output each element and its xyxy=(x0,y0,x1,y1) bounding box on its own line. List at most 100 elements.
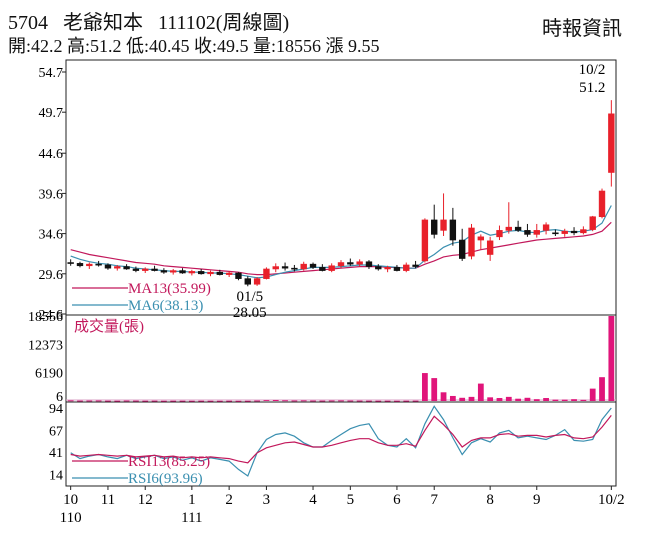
volume-tick-label: 12373 xyxy=(28,338,63,353)
candle-body xyxy=(384,267,391,270)
volume-bar xyxy=(608,316,615,401)
candle-body xyxy=(477,236,485,241)
candle-body xyxy=(542,224,550,231)
volume-title: 成交量(張) xyxy=(74,317,144,335)
stock-name: 老爺知本 xyxy=(63,12,143,34)
volume-bar xyxy=(347,400,354,402)
volume-bar xyxy=(86,400,93,402)
volume-bar xyxy=(188,400,195,402)
volume-bar xyxy=(216,400,223,402)
x-tick-label: 9 xyxy=(533,492,541,508)
candle-body xyxy=(76,263,84,267)
rsi-tick-label: 14 xyxy=(49,468,63,483)
x-tick-label: 5 xyxy=(347,492,355,508)
candle-body xyxy=(132,268,140,271)
x-tick-label: 4 xyxy=(309,492,317,508)
price-tick-label: 34.6 xyxy=(39,228,64,243)
volume-bar xyxy=(300,400,307,402)
rsi-tick-label: 41 xyxy=(49,446,63,461)
low-value-label: 28.05 xyxy=(233,305,267,321)
volume-bar xyxy=(412,400,419,402)
candle-body xyxy=(608,113,615,173)
x-tick-label: 12 xyxy=(138,492,153,508)
volume-bar xyxy=(319,400,326,402)
candle-body xyxy=(505,226,512,231)
volume-bar xyxy=(589,388,596,401)
candle-body xyxy=(524,230,531,235)
x-tick-label: 6 xyxy=(393,492,401,508)
candle-body xyxy=(328,265,335,271)
legend-label: RSI13(85.25) xyxy=(128,454,210,470)
volume-bar xyxy=(403,400,410,402)
chart-period: (周線圖) xyxy=(215,12,290,34)
volume-bar xyxy=(133,400,139,402)
candle-body xyxy=(188,271,196,274)
volume-tick-label: 6 xyxy=(56,390,63,405)
rsi13-line xyxy=(70,415,612,464)
candle-body xyxy=(589,216,596,230)
candle-body xyxy=(570,230,578,234)
legend-label: RSI6(93.96) xyxy=(128,471,203,487)
volume-bar xyxy=(524,397,531,401)
volume-bar xyxy=(468,396,475,401)
volume-bar xyxy=(533,399,540,401)
stock-code: 5704 xyxy=(8,12,48,34)
candle-body xyxy=(337,262,345,267)
candle-body xyxy=(486,240,494,255)
volume-bar xyxy=(105,400,111,402)
x-tick-label: 1 xyxy=(188,492,196,508)
volume-bar xyxy=(77,400,83,402)
candle-body xyxy=(347,262,354,265)
candle-body xyxy=(114,266,121,269)
volume-bar xyxy=(328,400,335,402)
candle-body xyxy=(67,262,74,264)
chart-date: 111102 xyxy=(158,12,216,34)
volume-bar xyxy=(338,400,344,402)
candle-body xyxy=(86,263,93,267)
price-tick-label: 29.6 xyxy=(39,268,64,283)
volume-tick-label: 18556 xyxy=(28,310,63,325)
volume-bar xyxy=(142,400,149,402)
candle-body xyxy=(197,271,205,275)
volume-bar xyxy=(561,399,568,401)
volume-bar xyxy=(552,399,559,401)
volume-bar xyxy=(254,400,260,402)
candle-body xyxy=(496,230,503,238)
volume-bar xyxy=(515,398,522,401)
volume-bar xyxy=(160,400,167,402)
candle-body xyxy=(440,219,447,231)
candle-body xyxy=(170,270,177,273)
candle-body xyxy=(356,261,363,265)
candle-body xyxy=(552,232,559,235)
chart-header-title: 5704 老爺知本 111102(周線圖) xyxy=(8,6,289,35)
volume-bar xyxy=(235,400,242,402)
candle-body xyxy=(235,272,242,279)
high-date-label: 10/2 xyxy=(579,62,606,78)
legend-label: MA13(35.99) xyxy=(128,281,211,297)
candle-body xyxy=(458,239,466,259)
volume-bar xyxy=(170,400,177,402)
candle-body xyxy=(179,270,186,274)
rsi6-line xyxy=(70,405,612,477)
candle-body xyxy=(598,190,606,218)
volume-bar xyxy=(477,383,484,401)
candle-body xyxy=(561,230,568,234)
candle-body xyxy=(319,267,326,271)
candle-body xyxy=(514,226,522,231)
volume-bar xyxy=(580,399,587,401)
candle-body xyxy=(300,263,307,270)
price-tick-label: 24.6 xyxy=(39,308,64,323)
volume-tick-label: 6190 xyxy=(35,367,63,382)
candle-body xyxy=(309,263,317,268)
volume-bar xyxy=(310,400,316,402)
candle-body xyxy=(123,266,130,270)
volume-bar xyxy=(543,398,549,401)
x-year-label: 111 xyxy=(181,510,202,526)
x-year-label: 110 xyxy=(60,510,82,526)
candle-body xyxy=(95,263,102,266)
volume-bar xyxy=(440,392,447,401)
volume-bar xyxy=(291,400,298,402)
volume-bar xyxy=(207,400,214,402)
